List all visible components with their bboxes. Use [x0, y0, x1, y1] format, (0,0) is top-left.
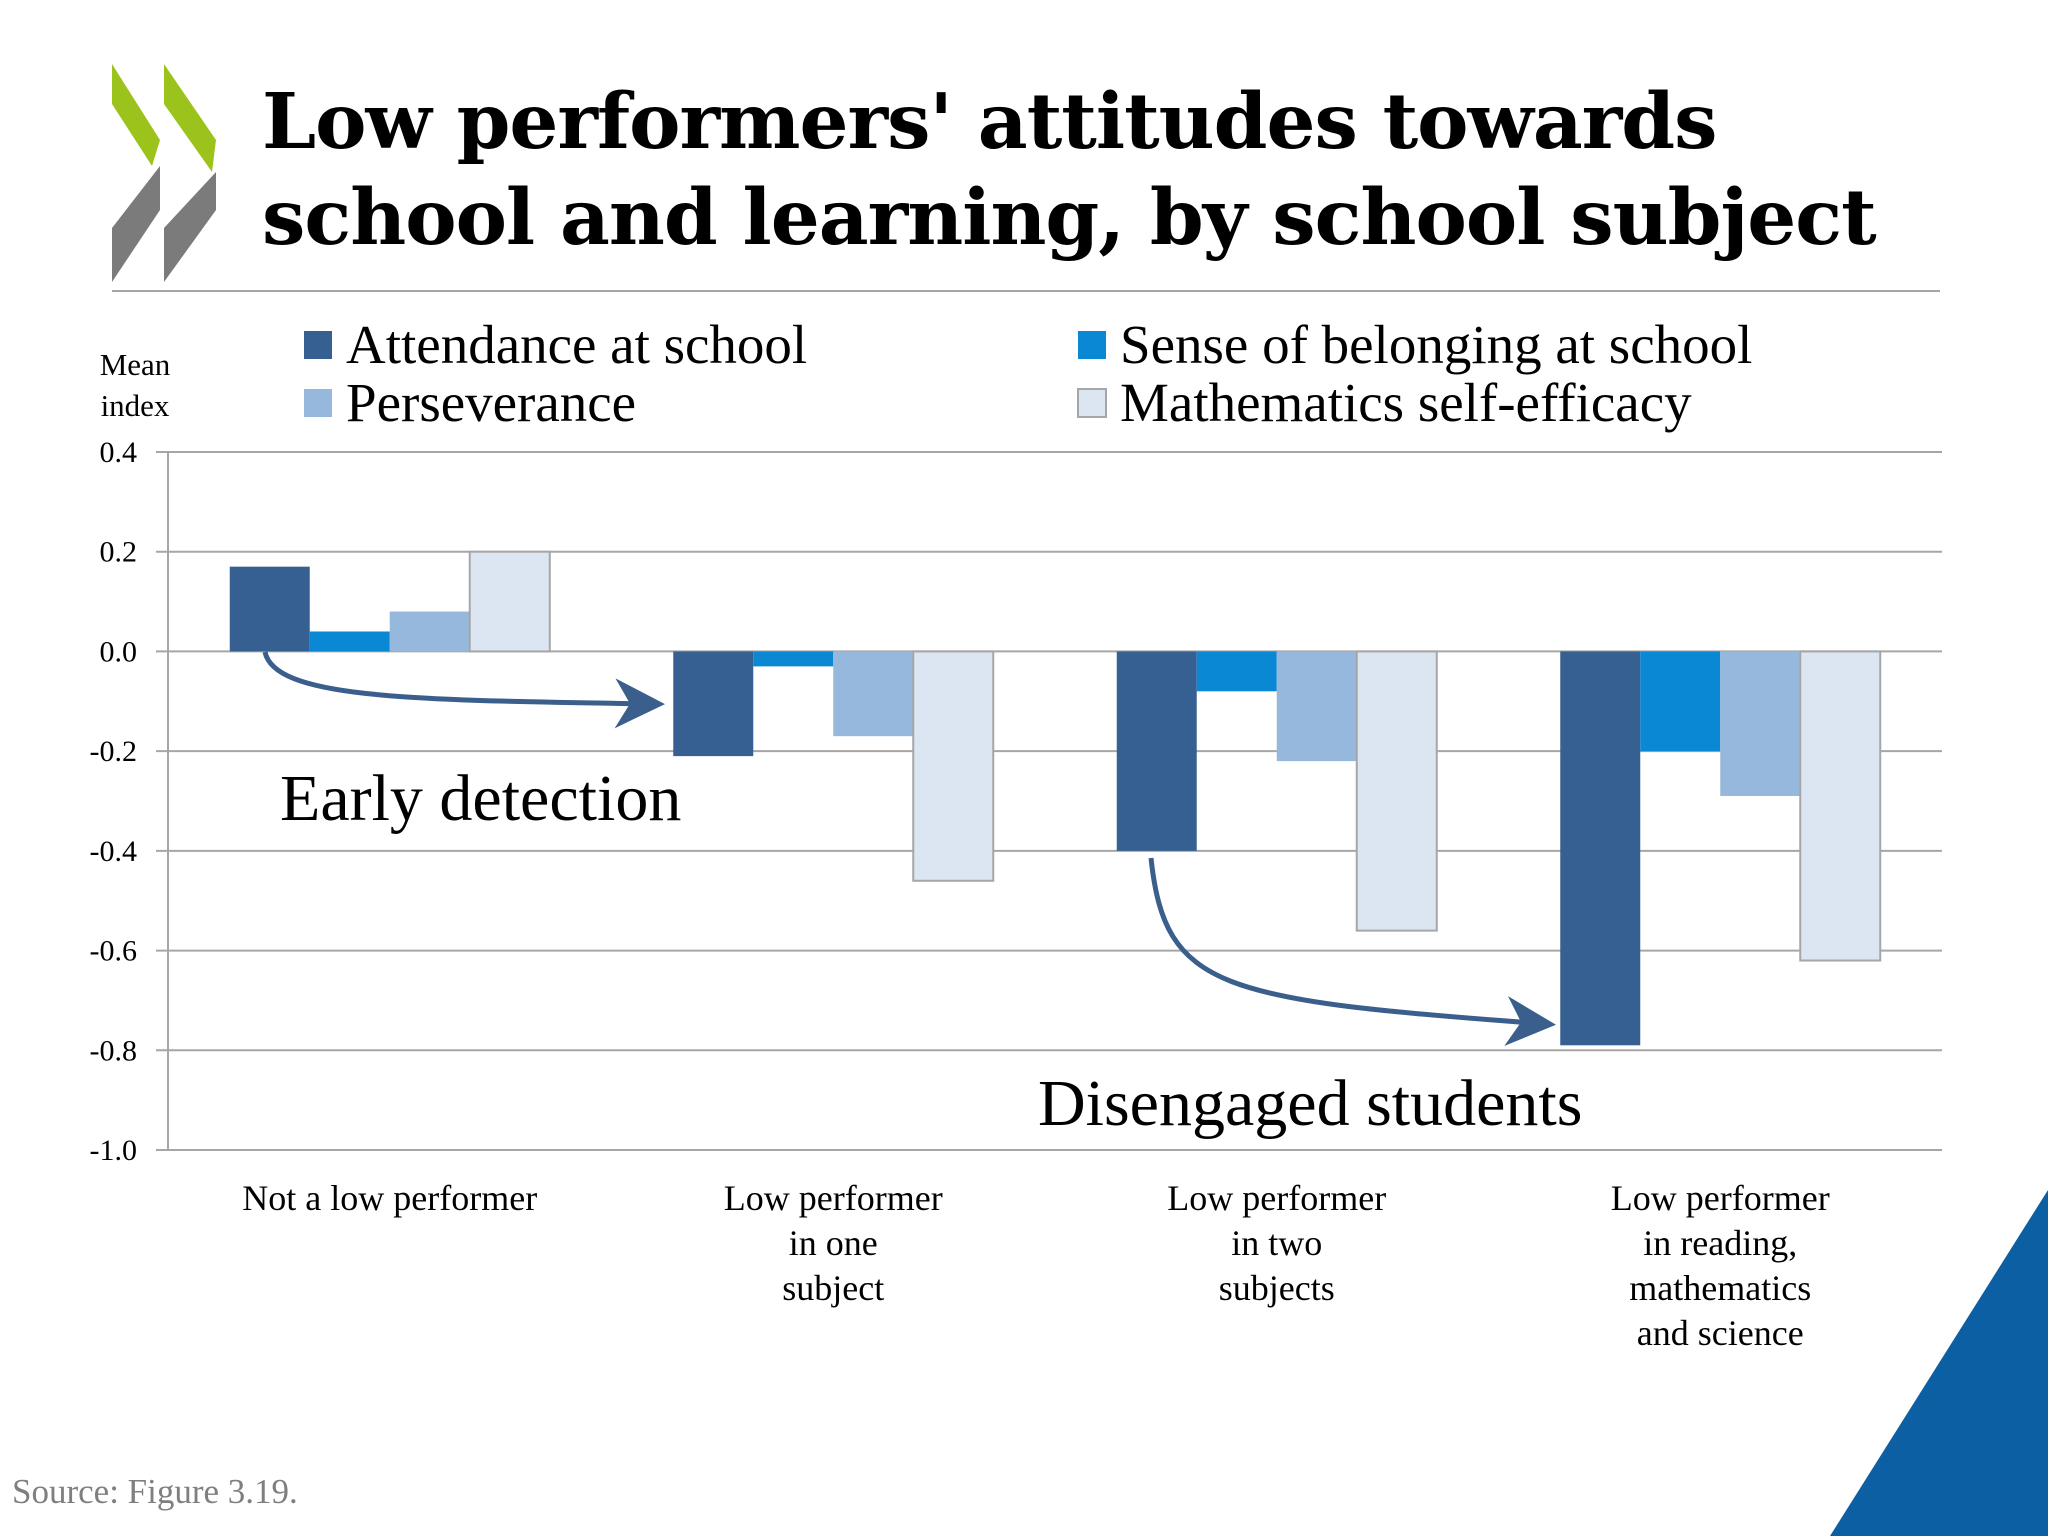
early-detection-arrow — [262, 651, 665, 729]
bar-mathematics-self-efficacy-2 — [1355, 650, 1438, 932]
y-axis-label-line-2: index — [101, 388, 170, 423]
bar-sense-of-belonging-at-school-3 — [1640, 651, 1721, 752]
y-tick-label: -0.8 — [90, 1034, 138, 1067]
x-tick-label: subject — [782, 1268, 884, 1308]
y-tick-label: 0.2 — [100, 536, 138, 569]
bar-sense-of-belonging-at-school-0 — [309, 631, 390, 652]
bar-perseverance-2 — [1276, 651, 1357, 762]
y-axis-label-line-1: Mean — [100, 347, 171, 382]
x-tick-label: and science — [1637, 1313, 1804, 1353]
legend-swatch — [1078, 331, 1106, 359]
disengaged-students-arrow — [1148, 857, 1556, 1046]
legend: Attendance at school Sense of belonging a… — [304, 314, 1752, 433]
bar-sense-of-belonging-at-school-2 — [1196, 651, 1277, 692]
legend-label: Perseverance — [346, 372, 636, 433]
x-category-labels: Not a low performer Low performer in one su… — [242, 1178, 1829, 1353]
y-tick-label: -1.0 — [90, 1134, 138, 1167]
oecd-logo-icon — [112, 64, 216, 282]
bar-attendance-at-school-1 — [673, 651, 754, 757]
y-tick-label: 0.4 — [100, 436, 138, 469]
bar-mathematics-self-efficacy-0 — [468, 550, 551, 653]
x-tick-label: mathematics — [1629, 1268, 1811, 1308]
bar-mathematics-self-efficacy-1 — [912, 650, 995, 882]
title-divider — [112, 290, 1940, 292]
annotation-early-detection: Early detection — [280, 762, 681, 835]
bar-mathematics-self-efficacy-3 — [1799, 650, 1882, 962]
bar-attendance-at-school-3 — [1560, 651, 1641, 1046]
bar-perseverance-0 — [389, 611, 470, 652]
page-title: Low performers' attitudes towards school… — [262, 74, 1982, 266]
y-tick-label: -0.6 — [90, 935, 138, 968]
source-note: Source: Figure 3.19. — [12, 1472, 298, 1511]
logo-chevron-right-green — [164, 64, 216, 172]
bar-perseverance-3 — [1720, 651, 1801, 797]
legend-swatch — [304, 331, 332, 359]
logo-chevron-left-green — [112, 64, 160, 166]
bars — [229, 550, 1882, 1046]
legend-label: Mathematics self-efficacy — [1120, 372, 1692, 433]
y-tick-label: -0.2 — [90, 735, 138, 768]
x-tick-label: Low performer — [724, 1178, 943, 1218]
x-tick-label: Low performer — [1167, 1178, 1386, 1218]
title-line-2: school and learning, by school subject — [262, 173, 1877, 263]
x-tick-label: in one — [789, 1223, 878, 1263]
x-tick-label: subjects — [1219, 1268, 1335, 1308]
logo-chevron-left-gray — [112, 166, 160, 282]
x-tick-label: Not a low performer — [242, 1178, 537, 1218]
annotation-disengaged-students: Disengaged students — [1038, 1067, 1582, 1140]
legend-label: Sense of belonging at school — [1120, 314, 1752, 375]
title-line-1: Low performers' attitudes towards — [262, 77, 1717, 167]
x-tick-label: in reading, — [1643, 1223, 1797, 1263]
y-tick-labels: 0.4 0.2 0.0 -0.2 -0.4 -0.6 -0.8 -1.0 — [90, 436, 138, 1167]
x-tick-label: Low performer — [1611, 1178, 1830, 1218]
x-tick-label: in two — [1231, 1223, 1322, 1263]
legend-swatch — [1077, 388, 1107, 418]
legend-swatch — [304, 389, 332, 417]
corner-decoration — [1830, 1190, 2048, 1536]
y-tick-label: 0.0 — [100, 635, 138, 668]
bar-sense-of-belonging-at-school-1 — [753, 651, 834, 667]
bar-attendance-at-school-0 — [229, 566, 310, 652]
bar-attendance-at-school-2 — [1116, 651, 1197, 851]
legend-label: Attendance at school — [346, 314, 807, 375]
y-tick-label: -0.4 — [90, 835, 138, 868]
logo-chevron-right-gray — [164, 172, 216, 282]
bar-perseverance-1 — [833, 651, 914, 737]
